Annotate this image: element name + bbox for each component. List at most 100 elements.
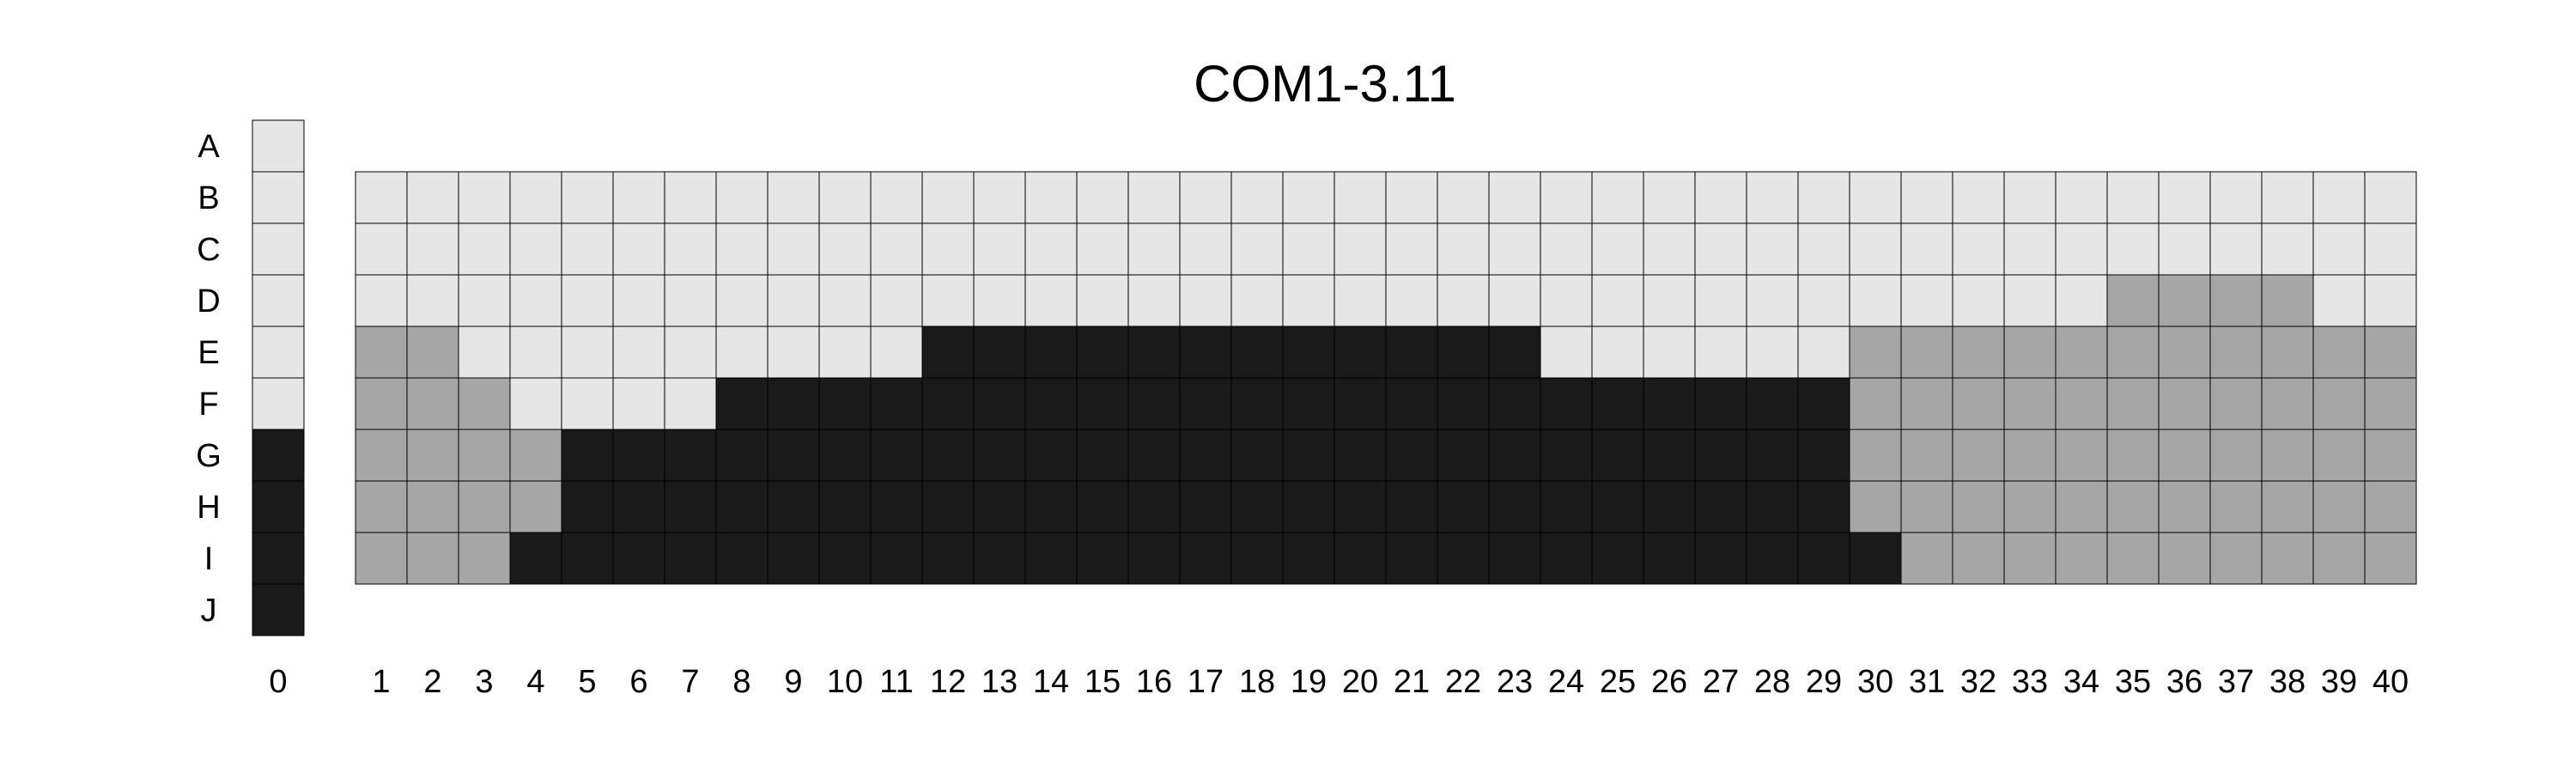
cell-D-30: [1849, 274, 1902, 327]
cell-F-28: [1746, 377, 1799, 430]
cell-H-9: [767, 480, 820, 533]
cell-F-29: [1797, 377, 1850, 430]
cell-H-1: [355, 480, 408, 533]
cell-E-9: [767, 326, 820, 379]
cell-E-13: [973, 326, 1026, 379]
cell-E-34: [2055, 326, 2108, 379]
cell-F-13: [973, 377, 1026, 430]
legend-cell-J: [252, 583, 305, 636]
cell-E-35: [2106, 326, 2160, 379]
cell-C-7: [664, 222, 717, 276]
cell-D-18: [1230, 274, 1284, 327]
cell-H-32: [1952, 480, 2005, 533]
cell-F-35: [2106, 377, 2160, 430]
cell-G-14: [1024, 429, 1078, 482]
cell-H-34: [2055, 480, 2108, 533]
cell-C-35: [2106, 222, 2160, 276]
cell-H-36: [2158, 480, 2211, 533]
column-label-4: 4: [526, 664, 544, 700]
cell-H-10: [818, 480, 872, 533]
cell-E-25: [1591, 326, 1644, 379]
cell-C-16: [1127, 222, 1181, 276]
cell-C-24: [1540, 222, 1593, 276]
cell-B-17: [1179, 171, 1232, 224]
cell-F-30: [1849, 377, 1902, 430]
cell-D-17: [1179, 274, 1232, 327]
column-label-26: 26: [1651, 664, 1687, 700]
cell-H-33: [2003, 480, 2057, 533]
column-label-31: 31: [1909, 664, 1945, 700]
cell-B-18: [1230, 171, 1284, 224]
cell-G-28: [1746, 429, 1799, 482]
cell-B-40: [2364, 171, 2417, 224]
cell-C-19: [1282, 222, 1335, 276]
cell-I-1: [355, 532, 408, 585]
cell-G-17: [1179, 429, 1232, 482]
cell-E-18: [1230, 326, 1284, 379]
cell-I-18: [1230, 532, 1284, 585]
cell-B-15: [1076, 171, 1129, 224]
cell-B-27: [1694, 171, 1747, 224]
cell-C-1: [355, 222, 408, 276]
column-label-39: 39: [2321, 664, 2357, 700]
cell-F-18: [1230, 377, 1284, 430]
cell-H-37: [2209, 480, 2263, 533]
cell-H-35: [2106, 480, 2160, 533]
cell-E-39: [2312, 326, 2366, 379]
cell-I-31: [1900, 532, 1953, 585]
cell-F-19: [1282, 377, 1335, 430]
column-label-36: 36: [2166, 664, 2202, 700]
row-label-G: G: [196, 438, 222, 474]
cell-B-13: [973, 171, 1026, 224]
cell-F-3: [458, 377, 511, 430]
cell-G-36: [2158, 429, 2211, 482]
cell-I-17: [1179, 532, 1232, 585]
cell-H-18: [1230, 480, 1284, 533]
cell-C-9: [767, 222, 820, 276]
cell-I-3: [458, 532, 511, 585]
cell-D-38: [2261, 274, 2314, 327]
cell-B-6: [612, 171, 665, 224]
cell-D-24: [1540, 274, 1593, 327]
cell-B-28: [1746, 171, 1799, 224]
chart-title: COM1-3.11: [1194, 55, 1456, 113]
cell-C-31: [1900, 222, 1953, 276]
cell-H-4: [509, 480, 562, 533]
cell-I-30: [1849, 532, 1902, 585]
cell-E-5: [561, 326, 614, 379]
cell-B-1: [355, 171, 408, 224]
cell-H-14: [1024, 480, 1078, 533]
cell-C-10: [818, 222, 872, 276]
cell-I-24: [1540, 532, 1593, 585]
cell-B-37: [2209, 171, 2263, 224]
cell-G-10: [818, 429, 872, 482]
cell-G-34: [2055, 429, 2108, 482]
cell-F-2: [406, 377, 459, 430]
cell-G-15: [1076, 429, 1129, 482]
cell-G-37: [2209, 429, 2263, 482]
column-label-24: 24: [1548, 664, 1584, 700]
column-label-9: 9: [784, 664, 802, 700]
column-label-10: 10: [827, 664, 863, 700]
heatmap-grid: [355, 171, 2417, 585]
cell-G-32: [1952, 429, 2005, 482]
cell-H-40: [2364, 480, 2417, 533]
cell-F-34: [2055, 377, 2108, 430]
cell-H-22: [1437, 480, 1490, 533]
cell-E-10: [818, 326, 872, 379]
legend-cell-C: [252, 222, 305, 276]
cell-H-12: [921, 480, 975, 533]
cell-H-5: [561, 480, 614, 533]
row-label-B: B: [197, 180, 219, 216]
cell-D-7: [664, 274, 717, 327]
column-label-14: 14: [1033, 664, 1069, 700]
row-label-D: D: [197, 283, 220, 320]
cell-G-8: [715, 429, 769, 482]
cell-G-24: [1540, 429, 1593, 482]
cell-I-23: [1488, 532, 1541, 585]
cell-B-25: [1591, 171, 1644, 224]
cell-D-6: [612, 274, 665, 327]
cell-B-10: [818, 171, 872, 224]
cell-F-26: [1643, 377, 1696, 430]
row-label-F: F: [198, 386, 218, 423]
